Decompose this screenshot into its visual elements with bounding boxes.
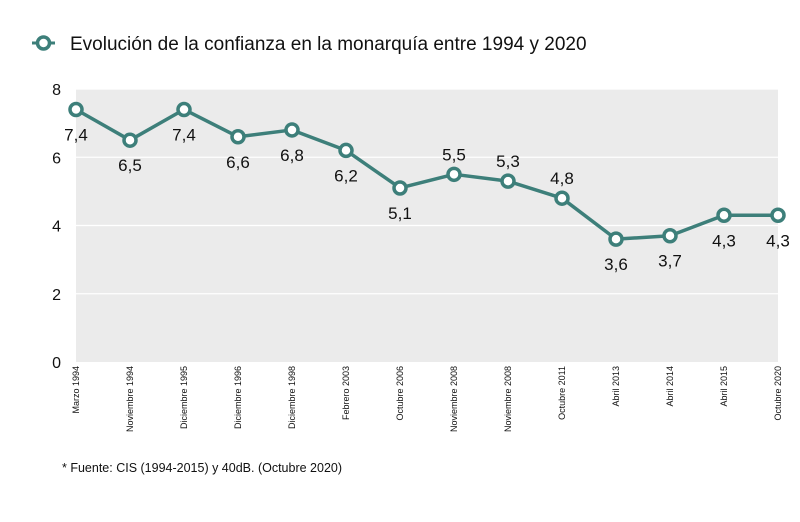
y-tick-label: 6 xyxy=(52,150,61,167)
data-point xyxy=(338,142,354,159)
x-tick-label: Diciembre 1996 xyxy=(233,366,243,429)
data-label: 6,8 xyxy=(280,146,304,165)
data-point xyxy=(662,227,678,244)
data-point xyxy=(68,101,84,118)
data-point xyxy=(176,101,192,118)
x-tick-label: Marzo 1994 xyxy=(71,366,81,414)
x-tick-label: Febrero 2003 xyxy=(341,366,351,420)
data-label: 7,4 xyxy=(64,125,88,144)
data-point xyxy=(284,122,300,138)
data-point xyxy=(770,207,786,224)
y-tick-label: 8 xyxy=(52,82,61,99)
legend-label: Evolución de la confianza en la monarquí… xyxy=(70,34,587,55)
x-tick-label: Diciembre 1995 xyxy=(179,366,189,429)
x-tick-label: Abril 2013 xyxy=(611,366,621,407)
data-point xyxy=(554,190,570,206)
data-point xyxy=(446,166,462,183)
x-tick-label: Diciembre 1998 xyxy=(287,366,297,429)
x-tick-label: Noviembre 2008 xyxy=(449,366,459,432)
data-label: 6,5 xyxy=(118,156,142,175)
x-tick-label: Abril 2014 xyxy=(665,366,675,407)
y-tick-label: 0 xyxy=(52,355,61,372)
legend-marker-icon xyxy=(35,35,52,51)
data-label: 5,5 xyxy=(442,145,466,164)
x-tick-label: Abril 2015 xyxy=(719,366,729,407)
series-confianza xyxy=(68,101,786,247)
data-point xyxy=(392,180,408,196)
data-point xyxy=(716,207,732,224)
data-point xyxy=(608,231,624,247)
x-tick-label: Octubre 2006 xyxy=(395,366,405,421)
data-point xyxy=(122,132,138,148)
data-labels: 7,4 6,5 7,4 6,6 6,8 6,2 5,1 5,5 5,3 4,8 3,6 3,7 4,3 4… xyxy=(64,125,790,274)
data-label: 6,6 xyxy=(226,153,250,172)
y-tick-label: 2 xyxy=(52,287,61,304)
data-label: 4,3 xyxy=(766,231,790,250)
data-label: 3,6 xyxy=(604,255,628,274)
data-point xyxy=(230,129,246,145)
chart-legend: Evolución de la confianza en la monarquí… xyxy=(32,34,587,55)
data-label: 6,2 xyxy=(334,166,358,185)
x-tick-label: Noviembre 1994 xyxy=(125,366,135,432)
data-point xyxy=(500,173,516,189)
y-tick-label: 4 xyxy=(52,219,61,236)
x-tick-label: Octubre 2020 xyxy=(773,366,783,421)
y-axis-tick-labels: 0 2 4 6 8 xyxy=(52,82,61,372)
source-footnote: * Fuente: CIS (1994-2015) y 40dB. (Octub… xyxy=(62,461,342,475)
data-label: 5,3 xyxy=(496,152,520,171)
x-tick-label: Octubre 2011 xyxy=(557,366,567,420)
data-label: 4,3 xyxy=(712,231,736,250)
gridlines xyxy=(76,88,778,295)
x-tick-label: Noviembre 2008 xyxy=(503,366,513,432)
x-axis-tick-labels: Marzo 1994 Noviembre 1994 Diciembre 1995 Di… xyxy=(71,366,783,432)
data-label: 3,7 xyxy=(658,252,682,271)
data-label: 4,8 xyxy=(550,169,574,188)
series-line xyxy=(74,107,780,241)
data-label: 7,4 xyxy=(172,125,196,144)
data-label: 5,1 xyxy=(388,204,412,223)
